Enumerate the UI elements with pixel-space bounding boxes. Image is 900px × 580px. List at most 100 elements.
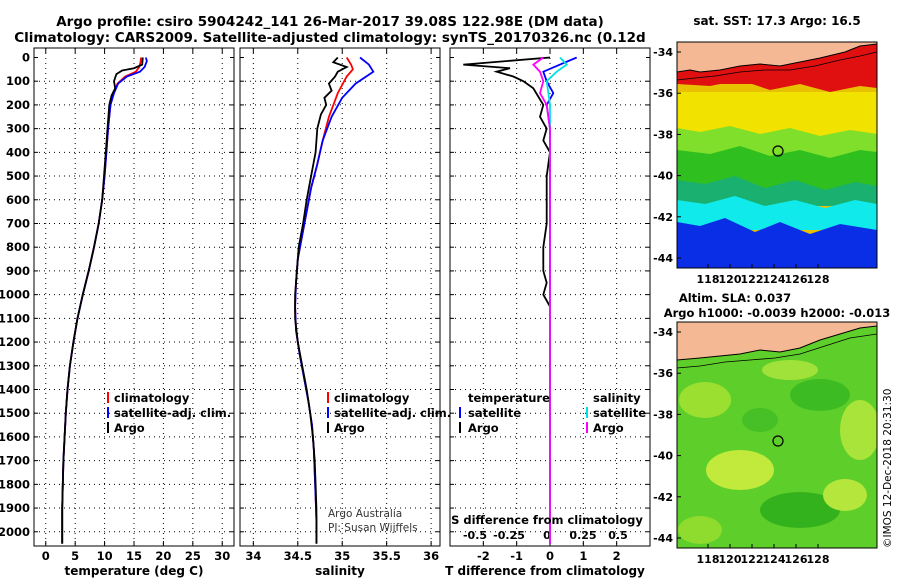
lon-tick-label: 118 [697, 273, 720, 286]
depth-tick-label: 100 [6, 74, 30, 88]
x-tick-label: 1 [579, 549, 587, 563]
legend-label-satellite: satellite-adj. clim. [114, 406, 231, 420]
temperature-xlabel: temperature (deg C) [65, 564, 204, 578]
sst-band-blue [677, 218, 877, 268]
legend-label-temp-satellite: satellite [468, 406, 521, 420]
sst-map-axes: -34 -36 -38 -40 -42 -44 118 120 122 124 126 128 [653, 46, 829, 286]
difference-xlabel: T difference from climatology [445, 564, 645, 578]
sla-map-axes: -34 -36 -38 -40 -42 -44 118 120 122 124 126 128 [653, 326, 829, 566]
depth-tick-label: 1100 [0, 311, 30, 325]
depth-tick-label: 1700 [0, 454, 30, 468]
lon-tick-label: 124 [763, 553, 786, 566]
legend-title-salinity: salinity [593, 391, 641, 405]
s-diff-tick-label: 0.25 [569, 529, 596, 542]
lat-tick-label: -40 [653, 170, 673, 183]
sst-argo-marker [772, 145, 784, 157]
legend-label-sal-argo: Argo [593, 421, 624, 435]
difference-legend: temperature satellite Argo salinity sate… [459, 391, 646, 435]
sla-blob [762, 360, 818, 380]
x-tick-label: 10 [97, 549, 113, 563]
lon-tick-label: 128 [807, 273, 830, 286]
series-line-temperature-argo [463, 56, 551, 544]
legend-label-temp-argo: Argo [468, 421, 499, 435]
salinity-panel [239, 47, 441, 547]
lon-tick-label: 122 [741, 273, 764, 286]
legend-label-satellite: satellite-adj. clim. [334, 406, 451, 420]
lat-tick-label: -42 [653, 211, 673, 224]
legend-label-climatology: climatology [334, 391, 410, 405]
sla-map-title-line1: Altim. SLA: 0.037 [679, 291, 791, 305]
temperature-series [61, 57, 148, 544]
sla-coastline [677, 325, 877, 361]
lat-tick-label: -44 [653, 252, 673, 265]
legend-label-argo: Argo [334, 421, 365, 435]
depth-tick-label: 1800 [0, 477, 30, 491]
lon-tick-label: 120 [719, 553, 742, 566]
lon-tick-label: 122 [741, 553, 764, 566]
s-diff-tick-label: 0 [543, 529, 551, 542]
sla-blob [823, 479, 867, 511]
x-tick-label: 2 [613, 549, 621, 563]
lon-tick-label: 118 [697, 553, 720, 566]
sla-blob [706, 450, 774, 490]
legend-label-argo: Argo [114, 421, 145, 435]
x-tick-label: 20 [155, 549, 171, 563]
x-tick-label: 34.5 [284, 549, 312, 563]
sst-shelf-contour [677, 51, 877, 81]
sst-band-yellow [677, 92, 877, 136]
s-difference-label: S difference from climatology [451, 513, 643, 527]
sst-land [677, 42, 877, 72]
depth-tick-label: 1900 [0, 501, 30, 515]
difference-x-axis: -2 -1 0 1 2 -0.5 -0.25 0 0.25 0.5 [463, 48, 628, 563]
x-tick-label: 15 [126, 549, 142, 563]
sst-map-title: sat. SST: 17.3 Argo: 16.5 [693, 14, 860, 28]
x-tick-label: -2 [477, 549, 490, 563]
depth-tick-label: 1200 [0, 335, 30, 349]
lon-tick-label: 126 [785, 553, 808, 566]
x-tick-label: 35.5 [372, 549, 400, 563]
s-diff-tick-label: -0.25 [493, 529, 525, 542]
salinity-legend: climatology satellite-adj. clim. Argo [327, 391, 451, 435]
sla-map-title-line2: Argo h1000: -0.0039 h2000: -0.013 [664, 306, 891, 320]
depth-tick-label: 1400 [0, 382, 30, 396]
lat-tick-label: -38 [653, 408, 673, 421]
sla-blob [678, 516, 722, 544]
sla-argo-marker [772, 435, 784, 447]
lat-tick-label: -38 [653, 128, 673, 141]
depth-tick-label: 900 [6, 264, 30, 278]
difference-series [463, 56, 578, 544]
x-tick-label: 0 [546, 549, 554, 563]
depth-tick-label: 700 [6, 216, 30, 230]
depth-tick-label: 1000 [0, 288, 30, 302]
x-tick-label: 35 [334, 549, 350, 563]
lon-tick-label: 126 [785, 273, 808, 286]
lon-tick-label: 124 [763, 273, 786, 286]
depth-tick-label: 1600 [0, 430, 30, 444]
depth-tick-label: 200 [6, 98, 30, 112]
sla-blob [760, 492, 840, 528]
credit-argo-australia: Argo Australia [328, 508, 402, 520]
depth-tick-label: 2000 [0, 525, 30, 539]
series-line-argo [294, 56, 349, 544]
series-line-salinity-argo [531, 56, 551, 544]
temperature-legend: climatology satellite-adj. clim. Argo [107, 391, 231, 435]
lat-tick-label: -36 [653, 367, 673, 380]
x-tick-label: 5 [71, 549, 79, 563]
sla-blob [840, 400, 877, 460]
sla-map-frame [676, 321, 878, 549]
sla-land [677, 322, 877, 360]
sla-blob [742, 408, 778, 432]
depth-tick-label: 1300 [0, 359, 30, 373]
s-diff-tick-label: -0.5 [463, 529, 487, 542]
sst-map [677, 42, 877, 268]
lat-tick-label: -36 [653, 87, 673, 100]
sla-map [677, 322, 877, 548]
series-line-argo [61, 57, 144, 544]
salinity-series [294, 56, 375, 544]
depth-tick-label: 800 [6, 240, 30, 254]
legend-label-sal-satellite: satellite [593, 406, 646, 420]
x-tick-label: 34 [245, 549, 261, 563]
lat-tick-label: -40 [653, 450, 673, 463]
depth-tick-label: 0 [22, 50, 30, 64]
